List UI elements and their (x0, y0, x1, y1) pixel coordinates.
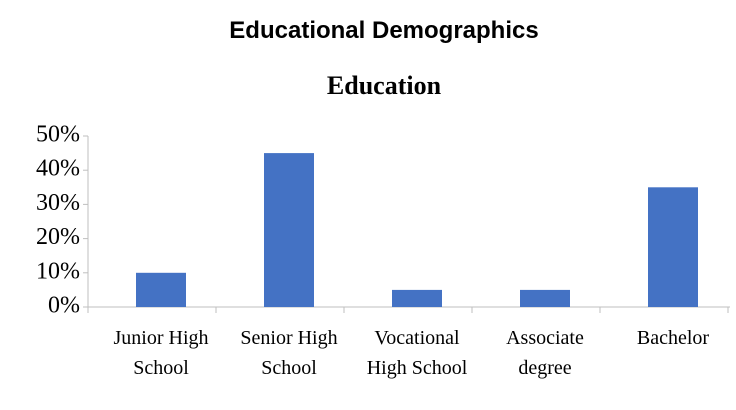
y-tick-label: 10% (36, 258, 80, 284)
bar (520, 289, 570, 307)
page-title: Educational Demographics (229, 17, 538, 44)
x-tick-label: Bachelor (636, 327, 710, 349)
y-tick-label: 50% (36, 122, 80, 148)
y-tick-label: 20% (36, 224, 80, 250)
bar (392, 289, 442, 307)
x-tick-label: Vocational High School (366, 327, 468, 379)
y-tick-label: 30% (36, 190, 80, 216)
bar (264, 153, 314, 307)
bar (648, 187, 698, 307)
y-tick-label: 0% (48, 293, 80, 319)
chart-title: Education (327, 71, 442, 100)
y-tick-label: 40% (36, 156, 80, 182)
bar (136, 272, 186, 307)
x-tick-label: Senior High School (240, 327, 338, 379)
x-tick-label: Junior High School (113, 327, 209, 379)
x-tick-label: Associate degree (506, 327, 584, 379)
